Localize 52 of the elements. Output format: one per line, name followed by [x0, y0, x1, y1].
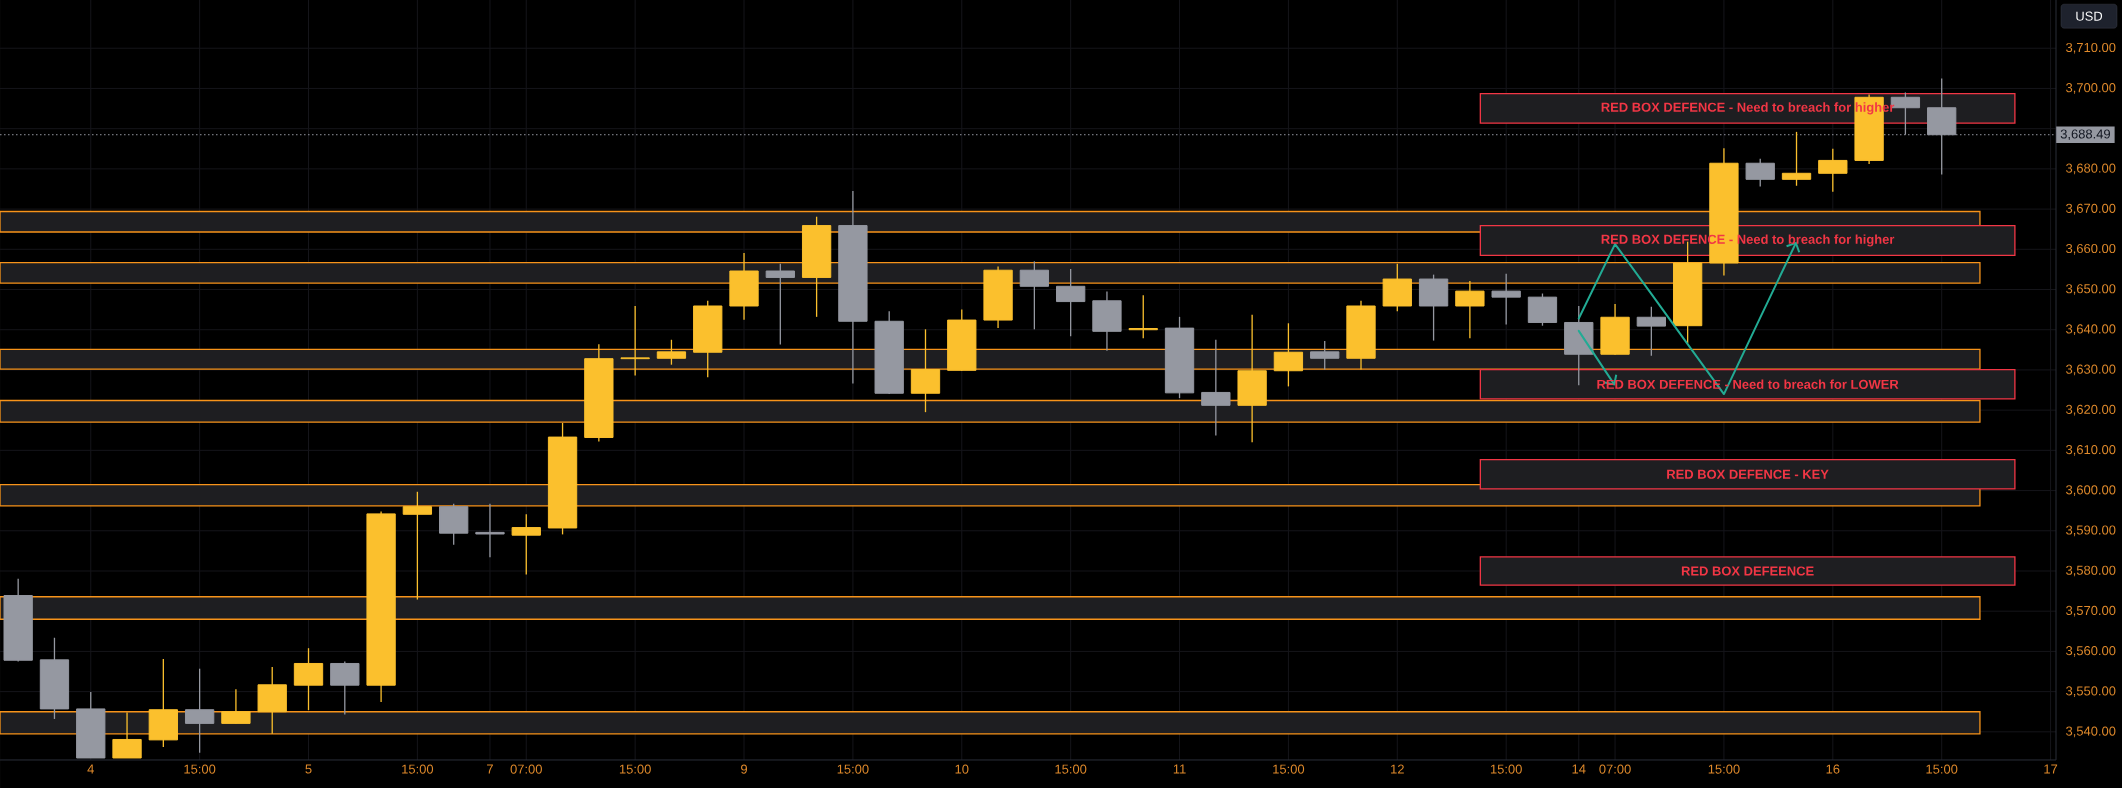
- candlestick: [1491, 273, 1521, 326]
- candlestick: [765, 263, 795, 346]
- y-tick-label: 3,670.00: [2066, 203, 2116, 215]
- y-tick-label: 3,620.00: [2066, 404, 2116, 416]
- ref-line-label: 3,688.49: [2060, 129, 2111, 141]
- x-tick-label: 15:00: [1490, 764, 1522, 774]
- candlestick: [620, 305, 650, 377]
- x-tick-label: 11: [1173, 764, 1186, 774]
- candlestick: [1781, 131, 1812, 187]
- x-tick-label: 15:00: [619, 764, 651, 774]
- candlestick: [1128, 294, 1158, 339]
- x-tick-label: 17: [2044, 764, 2058, 774]
- x-tick-label: 16: [1826, 764, 1840, 774]
- y-tick-label: 3,700.00: [2066, 83, 2116, 94]
- candlestick: [1201, 339, 1231, 437]
- candlestick: [475, 503, 505, 558]
- candlestick: [1310, 340, 1340, 371]
- band-label: RED BOX DEFENCE - KEY: [1667, 469, 1829, 479]
- x-tick-label: 15:00: [1708, 764, 1740, 774]
- band-label: RED BOX DEFEENCE: [1681, 566, 1814, 576]
- y-tick-label: 3,600.00: [2066, 485, 2116, 496]
- x-tick-label: 07:00: [510, 764, 542, 774]
- candlestick: [511, 513, 541, 576]
- y-axis-title: USD: [2076, 11, 2103, 21]
- y-tick-label: 3,630.00: [2066, 364, 2116, 376]
- y-tick-label: 3,560.00: [2066, 646, 2116, 657]
- y-tick-label: 3,650.00: [2066, 284, 2116, 295]
- x-tick-label: 15:00: [1273, 764, 1305, 774]
- candlestick: [402, 491, 433, 601]
- x-tick-label: 5: [305, 764, 312, 774]
- x-tick-label: 9: [741, 764, 748, 774]
- x-tick-label: 14: [1572, 764, 1586, 774]
- y-tick-label: 3,570.00: [2066, 605, 2116, 617]
- x-tick-label: 10: [955, 764, 969, 774]
- y-tick-label: 3,680.00: [2066, 163, 2116, 175]
- x-tick-label: 15:00: [402, 764, 434, 774]
- x-tick-label: 7: [487, 764, 493, 774]
- x-tick-label: 15:00: [1926, 764, 1958, 774]
- y-tick-label: 3,540.00: [2066, 726, 2116, 738]
- x-tick-label: 12: [1391, 764, 1404, 774]
- y-tick-label: 3,640.00: [2066, 324, 2116, 336]
- x-tick-label: 15:00: [837, 764, 869, 774]
- x-tick-label: 07:00: [1599, 764, 1631, 774]
- x-tick-label: 15:00: [184, 764, 216, 774]
- y-tick-label: 3,590.00: [2066, 525, 2116, 537]
- y-tick-label: 3,660.00: [2066, 243, 2116, 255]
- y-tick-label: 3,710.00: [2066, 42, 2116, 54]
- y-tick-label: 3,550.00: [2066, 686, 2116, 697]
- y-tick-label: 3,580.00: [2066, 565, 2116, 577]
- x-tick-label: 15:00: [1055, 764, 1087, 774]
- x-tick-label: 4: [87, 764, 94, 774]
- y-tick-label: 3,610.00: [2066, 445, 2116, 456]
